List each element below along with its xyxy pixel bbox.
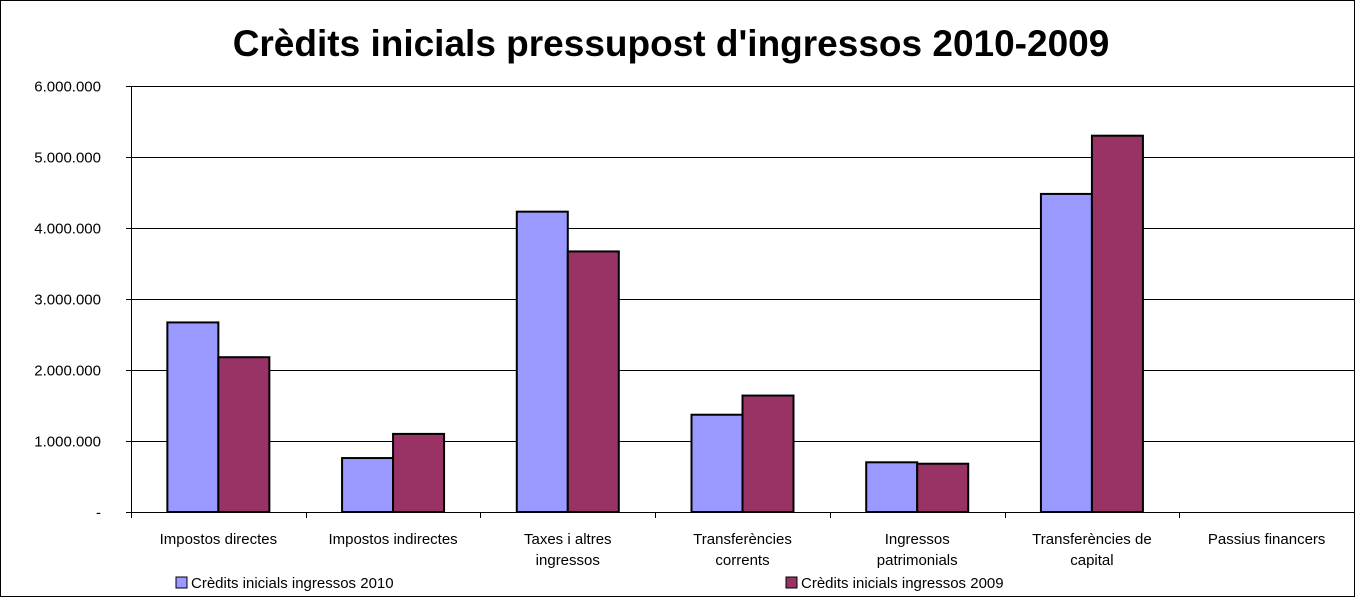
- legend: Crèdits inicials ingressos 2010 Crèdits i…: [175, 575, 1004, 592]
- axis-layer: - 1.000.000 2.000.000 3.000.000 4.000.000 5.0…: [34, 79, 1354, 569]
- bar-series-1: [515, 210, 569, 513]
- bars-layer: [166, 134, 1144, 514]
- x-tick-label: Transferències corrents: [693, 531, 792, 569]
- chart-title: Crèdits inicials pressupost d'ingressos …: [232, 23, 1110, 64]
- y-tick-label: 3.000.000: [34, 292, 101, 309]
- x-tick-label: Taxes i altres ingressos: [524, 531, 612, 569]
- bar-series-1: [166, 321, 220, 513]
- y-tick-label: -: [96, 505, 101, 522]
- x-tick-label: Impostos indirectes: [328, 531, 457, 548]
- bar-series-2: [741, 394, 795, 513]
- bar-series-2: [217, 356, 271, 513]
- legend-swatch: [175, 576, 188, 589]
- y-tick-label: 5.000.000: [34, 150, 101, 167]
- legend-swatch: [785, 576, 798, 589]
- x-tick-label: Ingressos patrimonials: [877, 531, 958, 569]
- bar-series-1: [690, 413, 744, 514]
- x-tick-label: Impostos directes: [160, 531, 278, 548]
- bar-series-1: [865, 461, 919, 513]
- bar-series-2: [566, 250, 620, 513]
- bar-series-1: [1039, 192, 1093, 513]
- x-tick-label: Passius financers: [1208, 531, 1326, 548]
- y-tick-label: 1.000.000: [34, 434, 101, 451]
- y-tick-label: 4.000.000: [34, 221, 101, 238]
- legend-label: Crèdits inicials ingressos 2009: [801, 575, 1004, 592]
- y-tick-label: 2.000.000: [34, 363, 101, 380]
- bar-series-2: [1090, 134, 1144, 513]
- grid-layer: [131, 86, 1354, 442]
- bar-series-2: [392, 432, 446, 513]
- bar-series-2: [916, 462, 970, 513]
- legend-label: Crèdits inicials ingressos 2010: [191, 575, 394, 592]
- bar-series-1: [341, 457, 395, 514]
- y-tick-label: 6.000.000: [34, 79, 101, 96]
- x-tick-label: Transferències de capital: [1032, 531, 1152, 569]
